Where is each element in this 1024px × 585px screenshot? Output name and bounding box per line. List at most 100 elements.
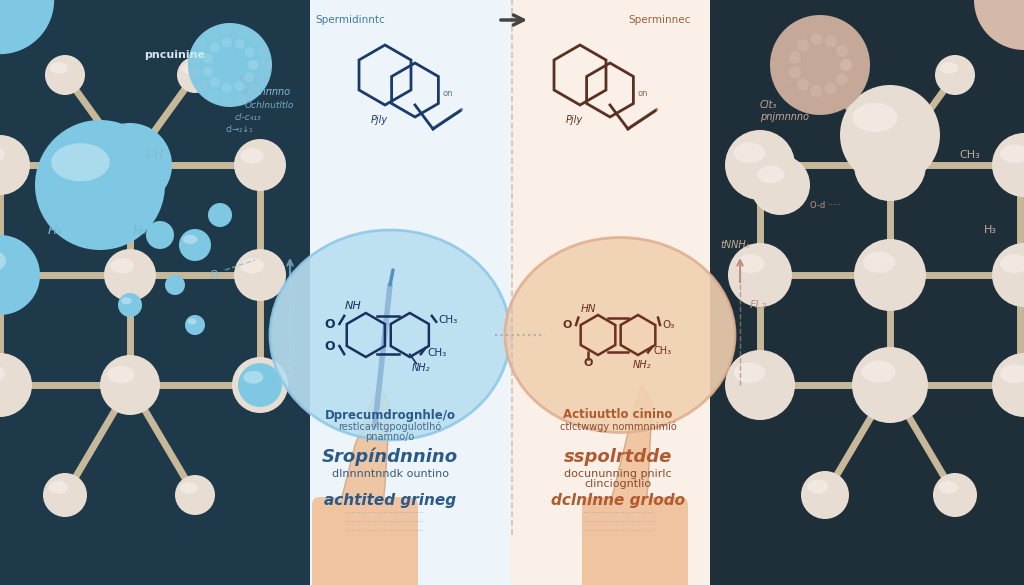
Text: ···································: ··································· bbox=[346, 528, 424, 534]
Circle shape bbox=[208, 203, 232, 227]
Ellipse shape bbox=[109, 147, 134, 163]
Circle shape bbox=[177, 57, 213, 93]
Circle shape bbox=[43, 473, 87, 517]
Circle shape bbox=[0, 247, 28, 303]
Text: pNjmnnno: pNjmnnno bbox=[240, 87, 290, 97]
Circle shape bbox=[248, 60, 258, 70]
Ellipse shape bbox=[1000, 254, 1024, 273]
Text: ································: ································ bbox=[582, 528, 654, 534]
Circle shape bbox=[165, 275, 185, 295]
Text: dclnlnne grlodo: dclnlnne grlodo bbox=[551, 493, 685, 508]
Text: ···································: ··································· bbox=[346, 510, 424, 516]
Circle shape bbox=[844, 85, 857, 99]
Text: Sperminnec: Sperminnec bbox=[629, 15, 691, 25]
Circle shape bbox=[196, 38, 207, 50]
Text: docununning pnirlc: docununning pnirlc bbox=[564, 469, 672, 479]
Text: restlcavltgpogulotlhó: restlcavltgpogulotlhó bbox=[338, 422, 441, 432]
Circle shape bbox=[992, 243, 1024, 307]
Ellipse shape bbox=[0, 249, 6, 273]
Ellipse shape bbox=[98, 138, 136, 163]
Text: O: O bbox=[562, 320, 572, 330]
Circle shape bbox=[234, 81, 245, 91]
Circle shape bbox=[802, 98, 816, 111]
Text: NH₂: NH₂ bbox=[412, 363, 430, 373]
Circle shape bbox=[238, 363, 282, 407]
Circle shape bbox=[220, 95, 232, 106]
Ellipse shape bbox=[0, 257, 4, 273]
Circle shape bbox=[196, 80, 207, 92]
Text: Othilk: Othilk bbox=[240, 75, 268, 85]
Circle shape bbox=[234, 39, 245, 49]
Circle shape bbox=[248, 85, 260, 98]
Circle shape bbox=[257, 74, 268, 85]
Circle shape bbox=[836, 73, 848, 85]
Circle shape bbox=[260, 59, 271, 71]
Ellipse shape bbox=[863, 252, 895, 273]
Ellipse shape bbox=[51, 143, 110, 181]
Text: Dprecumdrognhle/o: Dprecumdrognhle/o bbox=[325, 408, 456, 422]
Text: Clt₃: Clt₃ bbox=[760, 100, 777, 110]
Circle shape bbox=[854, 58, 868, 72]
Circle shape bbox=[118, 293, 142, 317]
Circle shape bbox=[179, 229, 211, 261]
Circle shape bbox=[104, 249, 156, 301]
Circle shape bbox=[817, 99, 830, 113]
Circle shape bbox=[935, 55, 975, 95]
Ellipse shape bbox=[1000, 364, 1024, 383]
Circle shape bbox=[810, 85, 822, 97]
Circle shape bbox=[222, 83, 231, 93]
Wedge shape bbox=[974, 0, 1024, 50]
Text: O-d ·····: O-d ····· bbox=[810, 201, 841, 209]
Circle shape bbox=[802, 19, 816, 33]
Circle shape bbox=[236, 93, 247, 105]
Circle shape bbox=[992, 353, 1024, 417]
Text: sspolrtdde: sspolrtdde bbox=[564, 448, 672, 466]
Text: dInnnntnndk ountino: dInnnntnndk ountino bbox=[332, 469, 449, 479]
Circle shape bbox=[803, 53, 847, 97]
Text: on: on bbox=[442, 88, 454, 98]
Circle shape bbox=[248, 33, 260, 44]
Ellipse shape bbox=[241, 148, 264, 163]
Circle shape bbox=[840, 59, 852, 71]
Circle shape bbox=[203, 67, 213, 77]
Circle shape bbox=[831, 21, 845, 35]
Ellipse shape bbox=[187, 319, 197, 325]
Text: ································: ································ bbox=[582, 510, 654, 516]
Circle shape bbox=[210, 77, 220, 88]
Text: ctlctwwgy nommnnimió: ctlctwwgy nommnnimió bbox=[560, 422, 677, 432]
Text: ·················: ················· bbox=[780, 84, 810, 90]
Ellipse shape bbox=[807, 480, 828, 494]
Ellipse shape bbox=[180, 482, 198, 494]
Circle shape bbox=[854, 58, 868, 72]
Circle shape bbox=[852, 347, 928, 423]
Ellipse shape bbox=[861, 360, 896, 383]
Text: H₉: H₉ bbox=[133, 223, 147, 236]
Circle shape bbox=[797, 39, 809, 51]
Text: CH₃: CH₃ bbox=[427, 347, 446, 357]
Circle shape bbox=[0, 353, 32, 417]
Text: H₃: H₃ bbox=[983, 225, 996, 235]
Circle shape bbox=[222, 37, 231, 47]
Text: O: O bbox=[325, 339, 335, 353]
Circle shape bbox=[245, 47, 254, 57]
Circle shape bbox=[257, 44, 268, 57]
Polygon shape bbox=[330, 385, 390, 585]
Circle shape bbox=[102, 137, 158, 193]
Text: O: O bbox=[584, 358, 593, 368]
Text: HN: HN bbox=[581, 304, 596, 314]
Text: CH₃: CH₃ bbox=[438, 315, 458, 325]
Circle shape bbox=[0, 135, 30, 195]
Circle shape bbox=[854, 239, 926, 311]
Circle shape bbox=[854, 129, 926, 201]
Circle shape bbox=[788, 25, 802, 39]
Circle shape bbox=[840, 85, 940, 185]
Circle shape bbox=[210, 43, 220, 53]
Circle shape bbox=[245, 73, 254, 82]
Text: Sropíndnnino: Sropíndnnino bbox=[322, 448, 458, 466]
Circle shape bbox=[824, 35, 837, 47]
Circle shape bbox=[817, 17, 830, 31]
Circle shape bbox=[248, 60, 258, 70]
Circle shape bbox=[45, 55, 85, 95]
Ellipse shape bbox=[111, 259, 134, 274]
Circle shape bbox=[188, 23, 272, 107]
